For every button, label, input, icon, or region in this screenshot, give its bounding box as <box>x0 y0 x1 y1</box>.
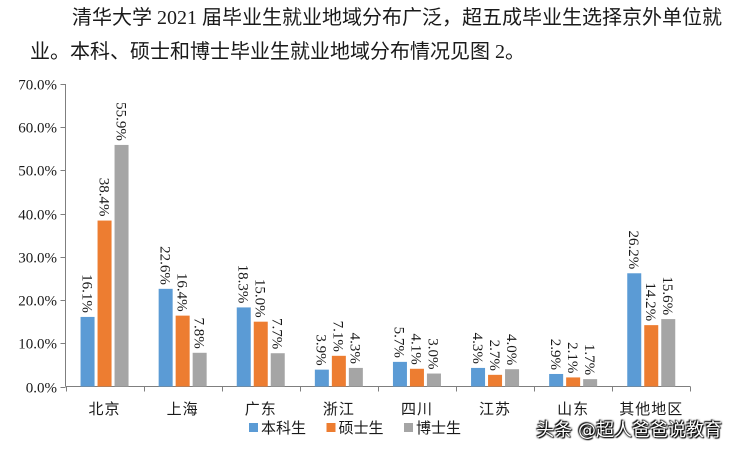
x-tick-label: 北京 <box>89 401 121 418</box>
bar <box>644 325 659 387</box>
bar <box>471 367 486 387</box>
bar <box>175 315 190 387</box>
legend-label: 博士生 <box>416 420 461 437</box>
data-label: 1.7% <box>581 344 597 375</box>
data-label: 26.2% <box>625 231 641 270</box>
bar <box>583 379 598 387</box>
data-label: 2.9% <box>547 339 563 370</box>
y-tick-label: 60.0% <box>18 121 57 137</box>
watermark: 头条 @超人爸爸说教育 <box>536 420 722 441</box>
bar <box>426 373 441 387</box>
bar <box>80 316 95 387</box>
data-label: 4.3% <box>469 333 485 364</box>
bar <box>114 144 129 387</box>
data-label: 16.4% <box>173 273 189 312</box>
bar <box>270 353 285 387</box>
bar <box>627 273 642 387</box>
x-tick-label: 浙江 <box>323 401 355 418</box>
x-tick-label: 四川 <box>401 402 433 418</box>
data-label: 7.8% <box>190 318 206 349</box>
data-label: 14.2% <box>642 282 658 321</box>
bar <box>314 369 329 387</box>
legend-label: 本科生 <box>261 420 306 437</box>
bar <box>158 288 173 387</box>
x-tick-label: 广东 <box>245 401 277 418</box>
data-label: 4.0% <box>503 334 519 365</box>
bar <box>253 321 268 387</box>
y-tick-label: 0.0% <box>26 381 57 397</box>
data-label: 15.0% <box>252 279 268 318</box>
paragraph-line-1: 清华大学 2021 届毕业生就业地域分布广泛，超五成毕业生选择京外单位就 <box>72 7 722 29</box>
chart-legend: 本科生 硕士生 博士生 <box>249 420 461 437</box>
bar <box>331 355 346 387</box>
bar <box>97 220 112 387</box>
x-tick-label: 江苏 <box>479 401 511 418</box>
y-tick-label: 70.0% <box>18 78 57 94</box>
bar <box>488 374 503 387</box>
data-label: 16.1% <box>78 274 94 313</box>
chart-data-labels: 16.1% 22.6% 18.3% 3.9% 5.7% 4.3% 2.9% 26.2% 38.4… <box>78 102 675 375</box>
bar <box>661 319 676 387</box>
bar <box>392 361 407 387</box>
bar <box>505 369 520 387</box>
legend-swatch <box>326 423 336 432</box>
data-label: 3.0% <box>425 338 441 369</box>
data-label: 15.6% <box>659 276 675 315</box>
data-label: 38.4% <box>95 178 111 217</box>
data-label: 5.7% <box>391 327 407 358</box>
bar <box>549 373 564 387</box>
legend-swatch <box>404 423 413 432</box>
bar <box>192 352 207 387</box>
data-label: 2.7% <box>486 340 502 371</box>
y-tick-label: 20.0% <box>18 294 57 310</box>
y-tick-label: 30.0% <box>18 251 57 267</box>
x-tick-label: 其他地区 <box>619 401 683 418</box>
data-label: 22.6% <box>156 246 172 285</box>
data-label: 55.9% <box>112 102 128 141</box>
data-label: 7.7% <box>269 318 285 349</box>
bar <box>348 367 363 387</box>
data-label: 4.3% <box>347 333 363 364</box>
data-label: 2.1% <box>564 342 580 373</box>
legend-swatch <box>249 423 258 432</box>
x-tick-label: 上海 <box>167 401 199 418</box>
legend-label: 硕士生 <box>339 420 384 437</box>
bar <box>409 368 424 387</box>
y-tick-label: 10.0% <box>18 337 57 353</box>
chart-bars <box>80 144 676 387</box>
data-label: 7.1% <box>330 321 346 352</box>
data-label: 4.1% <box>408 334 424 365</box>
data-label: 18.3% <box>235 265 251 304</box>
bar <box>236 307 251 387</box>
paragraph-line-2: 业。本科、硕士和博士毕业生就业地域分布情况见图 2。 <box>30 41 525 63</box>
x-tick-label: 山东 <box>557 401 589 418</box>
bar <box>566 377 581 387</box>
y-tick-label: 50.0% <box>18 164 57 180</box>
y-tick-label: 40.0% <box>18 208 57 224</box>
chart-axes: 0.0% 10.0% 20.0% 30.0% 40.0% 50.0% 60.0% 70.0% 北… <box>18 78 691 418</box>
data-label: 3.9% <box>313 334 329 365</box>
